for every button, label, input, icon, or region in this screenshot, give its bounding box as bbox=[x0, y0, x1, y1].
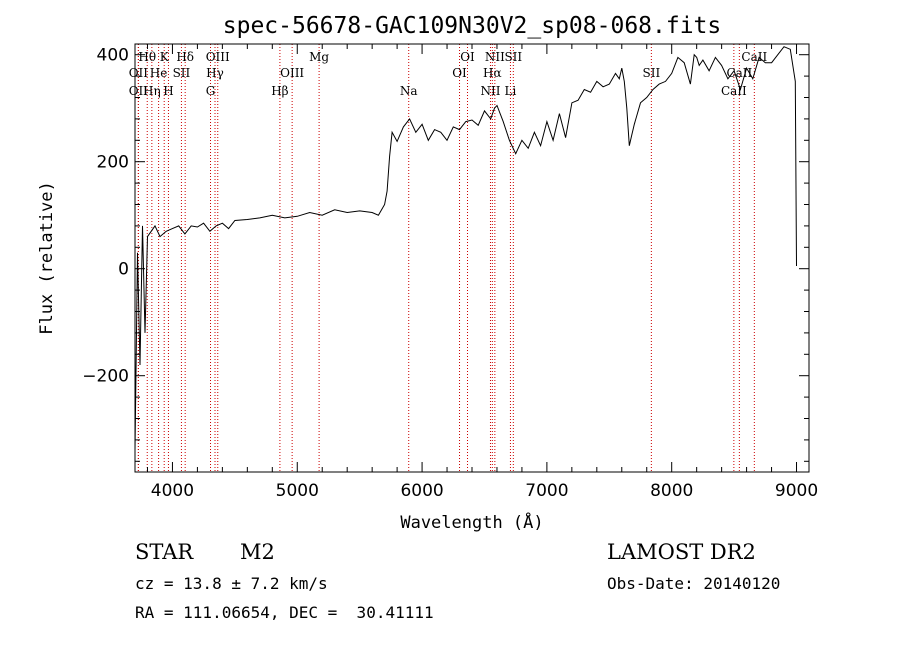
x-tick-label: 7000 bbox=[525, 481, 568, 501]
spectral-line-label: OI bbox=[460, 50, 475, 64]
axis-ticks: 4000 5000 6000 7000 8000 9000 −200 0 200 400 bbox=[82, 44, 818, 501]
x-tick-label: 5000 bbox=[276, 481, 319, 501]
spectral-line-label: SII bbox=[643, 66, 661, 80]
x-tick-label: 8000 bbox=[650, 481, 693, 501]
chart-title: spec-56678-GAC109N30V2_sp08-068.fits bbox=[223, 13, 722, 39]
y-tick-label: 0 bbox=[118, 260, 129, 280]
spectral-line-label: SII bbox=[504, 50, 522, 64]
spectral-line-label: Hη bbox=[143, 84, 161, 98]
spectral-line-markers bbox=[137, 44, 755, 472]
object-type: STAR bbox=[135, 540, 194, 564]
spectral-line-label: OII bbox=[129, 66, 149, 80]
survey-name: LAMOST DR2 bbox=[607, 540, 756, 564]
y-axis-label: Flux (relative) bbox=[37, 181, 57, 335]
y-tick-label: −200 bbox=[82, 367, 129, 387]
spectral-line-label: Li bbox=[505, 84, 517, 98]
spectral-line-label: K bbox=[160, 50, 170, 64]
spectral-line-label: CaII bbox=[721, 84, 747, 98]
x-tick-label: 4000 bbox=[151, 481, 194, 501]
spectral-line-label: H bbox=[163, 84, 173, 98]
spectral-line-label: OIII bbox=[280, 66, 304, 80]
x-axis-label: Wavelength (Å) bbox=[400, 511, 543, 533]
spectral-line-label: He bbox=[150, 66, 168, 80]
spectral-line-label: Hθ bbox=[138, 50, 156, 64]
spectral-line-label: OIII bbox=[206, 50, 230, 64]
spectral-line-label: Hβ bbox=[271, 84, 288, 98]
spectral-line-label: OI bbox=[452, 66, 467, 80]
redshift-cz: cz = 13.8 ± 7.2 km/s bbox=[135, 574, 328, 593]
spectral-line-label: Hγ bbox=[206, 66, 224, 80]
spectral-line-label: NII bbox=[480, 84, 500, 98]
spectral-line-label: G bbox=[206, 84, 216, 98]
x-tick-label: 6000 bbox=[400, 481, 443, 501]
spectral-line-label: Hα bbox=[483, 66, 502, 80]
spectral-line-label: CaII bbox=[741, 50, 767, 64]
spectral-line-label: CaII bbox=[726, 66, 752, 80]
spectral-line-label: OII bbox=[129, 84, 149, 98]
observation-date: Obs-Date: 20140120 bbox=[607, 574, 781, 593]
y-tick-label: 200 bbox=[97, 153, 129, 173]
spectral-line-label: Hδ bbox=[176, 50, 194, 64]
spectral-line-label: NII bbox=[485, 50, 505, 64]
spectral-line-label: Na bbox=[400, 84, 418, 98]
x-tick-label: 9000 bbox=[775, 481, 818, 501]
object-subclass: M2 bbox=[240, 540, 275, 564]
spectral-line-label: SII bbox=[173, 66, 191, 80]
y-tick-label: 400 bbox=[97, 46, 129, 66]
ra-dec-coordinates: RA = 111.06654, DEC = 30.41111 bbox=[135, 603, 434, 622]
plot-frame bbox=[134, 43, 810, 473]
flux-series-line bbox=[134, 46, 797, 451]
spectral-line-label: Mg bbox=[309, 50, 329, 64]
